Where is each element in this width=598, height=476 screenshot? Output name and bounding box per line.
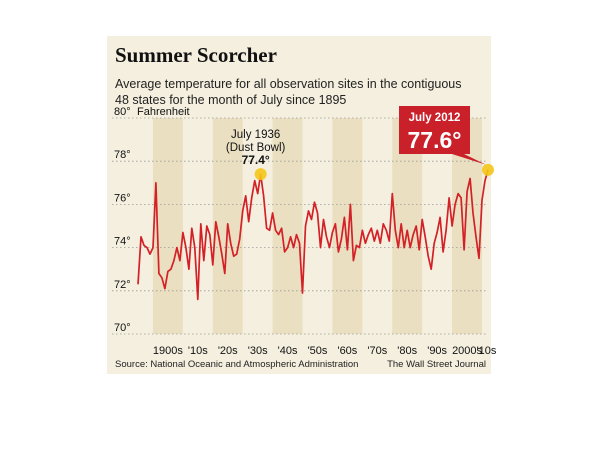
y-tick-label: 70° bbox=[114, 322, 131, 334]
y-axis-label: Fahrenheit bbox=[137, 106, 190, 118]
x-tick-label: '10s bbox=[477, 345, 497, 357]
series-line bbox=[137, 169, 489, 301]
y-tick-label: 78° bbox=[114, 149, 131, 161]
annotation-1936-title: July 1936 bbox=[231, 129, 280, 141]
annotation-2012-callout-box bbox=[399, 106, 470, 154]
x-tick-label: 1900s bbox=[153, 345, 183, 357]
y-tick-label: 76° bbox=[114, 192, 131, 204]
y-tick-label: 74° bbox=[114, 236, 131, 248]
x-tick-label: '70s bbox=[367, 345, 387, 357]
x-tick-label: '30s bbox=[248, 345, 268, 357]
decade-band bbox=[332, 118, 363, 334]
credit-note: The Wall Street Journal bbox=[387, 359, 486, 370]
chart-subtitle-line-1: Average temperature for all observation … bbox=[115, 77, 462, 91]
x-tick-label: 2000s bbox=[452, 345, 482, 357]
x-tick-label: '50s bbox=[308, 345, 328, 357]
annotation-1936-value: 77.4° bbox=[242, 153, 270, 167]
annotations: July 1936(Dust Bowl)77.4° July 2012 77.6° bbox=[226, 106, 494, 181]
y-tick-label: 80° bbox=[114, 106, 131, 118]
x-tick-label: '20s bbox=[218, 345, 238, 357]
x-tick-label: '90s bbox=[427, 345, 447, 357]
source-note: Source: National Oceanic and Atmospheric… bbox=[115, 359, 359, 370]
decade-band bbox=[272, 118, 303, 334]
x-tick-label: '60s bbox=[337, 345, 357, 357]
chart-title: Summer Scorcher bbox=[115, 43, 277, 67]
annotation-2012-title: July 2012 bbox=[409, 112, 461, 124]
y-tick-label: 72° bbox=[114, 279, 131, 291]
x-tick-label: '40s bbox=[278, 345, 298, 357]
y-axis-tick-labels: 80° 78° 76° 74° 72° 70° bbox=[114, 106, 131, 334]
chart-subtitle-line-2: 48 states for the month of July since 18… bbox=[115, 93, 347, 107]
annotation-1936-marker bbox=[254, 168, 267, 181]
x-tick-label: '80s bbox=[397, 345, 417, 357]
annotation-2012-marker bbox=[482, 163, 494, 176]
annotation-2012-value: 77.6° bbox=[408, 127, 462, 153]
x-axis-decade-labels: 1900s '10s '20s '30s '40s '50s '60s '70s '80s '90… bbox=[153, 345, 497, 357]
annotation-2012-callout-pointer bbox=[452, 154, 486, 165]
annotation-1936-subtitle: (Dust Bowl) bbox=[226, 142, 286, 154]
x-tick-label: '10s bbox=[188, 345, 208, 357]
